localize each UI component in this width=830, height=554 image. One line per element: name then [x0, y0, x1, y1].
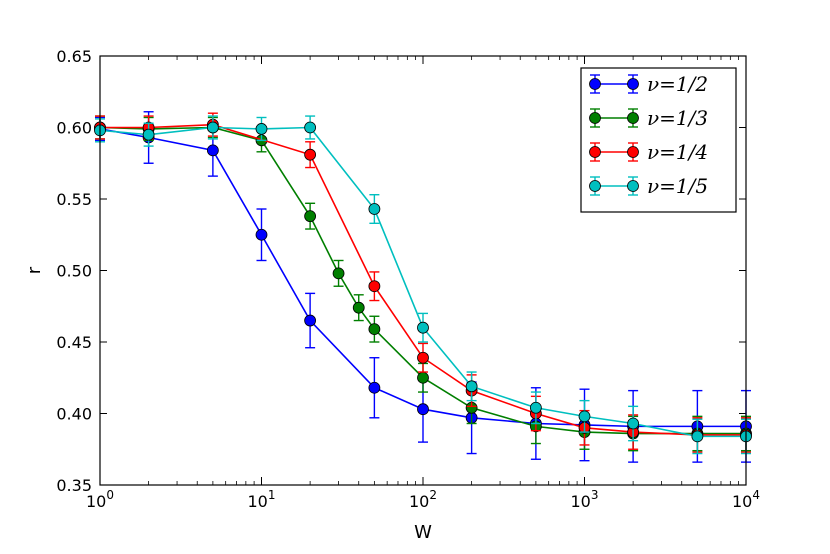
legend-entry: ν=1/2 — [589, 72, 708, 96]
y-tick-label: 0.65 — [56, 47, 92, 66]
data-point — [368, 323, 381, 336]
y-tick-label: 0.35 — [56, 476, 92, 495]
data-point — [368, 280, 381, 293]
x-tick-base: 10 — [732, 492, 752, 511]
data-point — [255, 228, 268, 241]
data-point — [304, 210, 317, 223]
x-tick-exponent: 2 — [429, 488, 437, 502]
data-point — [304, 121, 317, 134]
legend-marker — [627, 112, 639, 124]
y-tick-label: 0.40 — [56, 405, 92, 424]
data-point — [417, 321, 429, 334]
y-tick-label: 0.45 — [56, 333, 92, 352]
x-tick-exponent: 1 — [268, 488, 276, 502]
legend-label: ν=1/3 — [647, 106, 708, 130]
data-point — [627, 417, 640, 430]
legend-marker — [589, 112, 601, 124]
y-tick-label: 0.50 — [56, 262, 92, 281]
x-tick-label: 102 — [409, 488, 437, 511]
legend-entry: ν=1/3 — [589, 106, 708, 130]
x-tick-exponent: 0 — [106, 488, 114, 502]
series-line — [100, 123, 746, 436]
data-point — [352, 301, 365, 314]
y-axis-label: r — [24, 266, 45, 274]
data-point — [255, 123, 268, 135]
data-point — [304, 148, 317, 161]
legend-marker — [589, 180, 601, 192]
data-point — [304, 314, 317, 327]
data-point — [206, 121, 219, 134]
legend-marker — [627, 146, 639, 158]
data-point — [417, 403, 429, 416]
x-axis-label: W — [414, 522, 432, 543]
data-point — [465, 380, 478, 393]
data-point — [691, 430, 704, 443]
legend-entry: ν=1/5 — [589, 174, 708, 198]
data-point — [142, 128, 155, 141]
legend-marker — [627, 180, 639, 192]
data-point — [368, 203, 381, 215]
x-tick-label: 103 — [571, 488, 599, 511]
plot-area-frame — [99, 55, 747, 486]
legend-label: ν=1/4 — [647, 140, 708, 164]
legend: ν=1/2 ν=1/3 ν=1/4 ν=1/5 — [580, 67, 737, 213]
legend-entry: ν=1/4 — [589, 140, 708, 164]
x-tick-base: 10 — [248, 492, 268, 511]
legend-label: ν=1/2 — [647, 72, 708, 96]
y-tick-label: 0.55 — [56, 190, 92, 209]
legend-box — [580, 67, 737, 213]
data-point — [529, 401, 542, 414]
x-tick-label: 104 — [732, 488, 760, 511]
legend-marker — [589, 146, 601, 158]
data-point — [417, 371, 429, 384]
data-point — [417, 351, 429, 364]
data-point — [578, 410, 591, 423]
legend-label: ν=1/5 — [647, 174, 708, 198]
data-point — [368, 381, 381, 394]
series-4 — [94, 115, 752, 455]
x-tick-label: 101 — [248, 488, 276, 511]
legend-marker — [627, 78, 639, 90]
x-tick-exponent: 3 — [591, 488, 599, 502]
data-point — [332, 267, 345, 280]
y-tick-label: 0.60 — [56, 119, 92, 138]
x-tick-base: 10 — [409, 492, 429, 511]
legend-marker — [589, 78, 601, 90]
x-tick-label: 100 — [86, 488, 114, 511]
x-tick-exponent: 4 — [752, 488, 760, 502]
x-tick-base: 10 — [86, 492, 106, 511]
data-point — [206, 144, 219, 157]
x-tick-base: 10 — [571, 492, 591, 511]
